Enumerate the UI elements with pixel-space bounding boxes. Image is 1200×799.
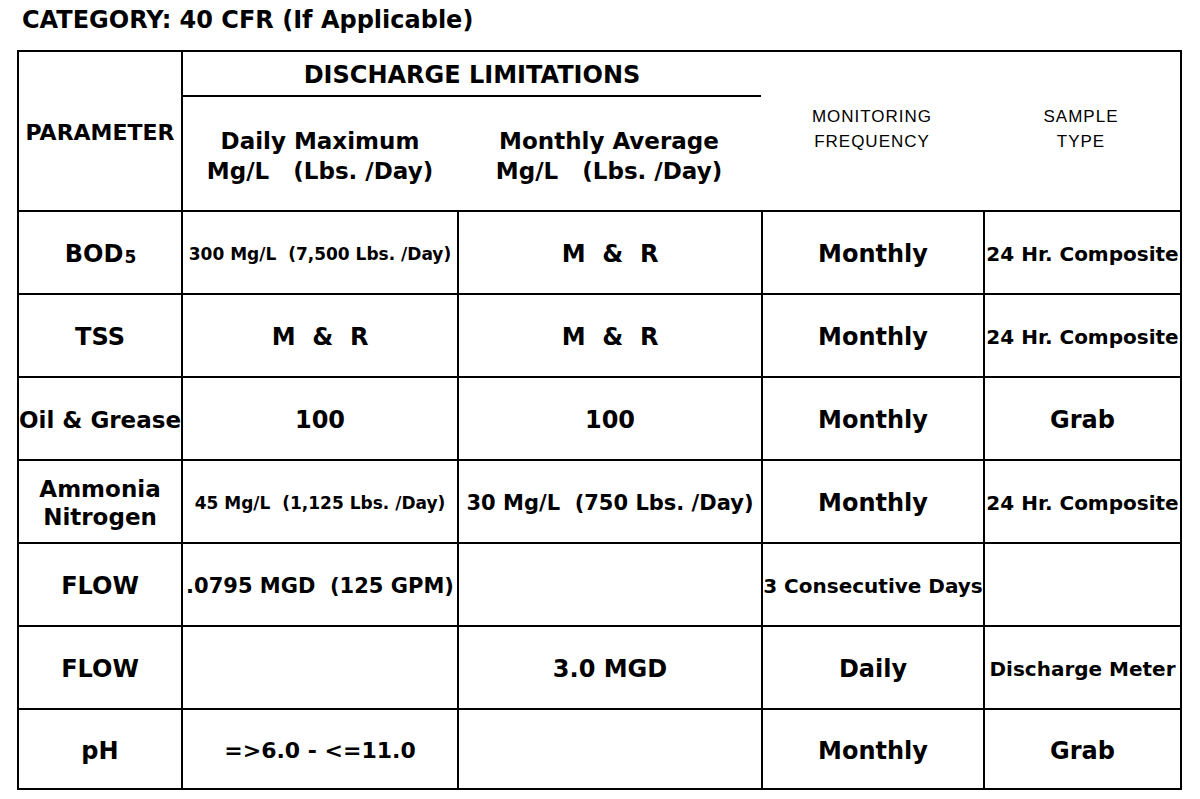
row-flow2-monitoring: Daily [763,627,985,710]
sample-line2: TYPE [983,129,1179,154]
header-daily-maximum: Daily MaximumMg/L (Lbs. /Day) [183,126,457,186]
header-right-region: DISCHARGE LIMITATIONS Daily MaximumMg/L … [183,52,1180,212]
ammonia-line2: Nitrogen [39,503,160,531]
row-flow1-daily-max: .0795 MGD (125 GPM) [183,544,459,627]
row-bod5-monthly-avg: M & R [459,212,763,295]
row-tss-parameter: TSS [19,295,183,378]
page-title: CATEGORY: 40 CFR (If Applicable) [22,5,473,35]
monthly-avg-line1: Monthly Average [457,126,761,156]
row-ph-monitoring: Monthly [763,710,985,788]
header-discharge-limitations: DISCHARGE LIMITATIONS [183,60,761,90]
row-tss-monitoring: Monthly [763,295,985,378]
discharge-underline [183,95,761,97]
row-bod5-parameter: BOD5 [19,212,183,295]
row-flow1-monitoring: 3 Consecutive Days [763,544,985,627]
row-oil-grease-daily-max: 100 [183,378,459,461]
header-sample-type: SAMPLETYPE [983,104,1179,154]
row-flow2-daily-max [183,627,459,710]
row-flow1-parameter: FLOW [19,544,183,627]
row-ph-monthly-avg [459,710,763,788]
row-tss-daily-max: M & R [183,295,459,378]
monthly-avg-line2: Mg/L (Lbs. /Day) [457,156,761,186]
bod-label: BOD [65,240,124,268]
row-flow1-sample [985,544,1180,627]
row-ph-sample: Grab [985,710,1180,788]
row-ammonia-daily-max: 45 Mg/L (1,125 Lbs. /Day) [183,461,459,544]
row-tss-monthly-avg: M & R [459,295,763,378]
row-flow2-parameter: FLOW [19,627,183,710]
monitoring-line2: FREQUENCY [761,129,983,154]
header-parameter: PARAMETER [19,52,183,212]
daily-max-line1: Daily Maximum [183,126,457,156]
bod-subscript: 5 [124,247,136,267]
row-ammonia-monitoring: Monthly [763,461,985,544]
row-ammonia-sample: 24 Hr. Composite [985,461,1180,544]
row-oil-grease-sample: Grab [985,378,1180,461]
row-flow2-monthly-avg: 3.0 MGD [459,627,763,710]
row-flow2-sample: Discharge Meter [985,627,1180,710]
row-ph-daily-max: =>6.0 - <=11.0 [183,710,459,788]
row-bod5-daily-max: 300 Mg/L (7,500 Lbs. /Day) [183,212,459,295]
row-bod5-sample: 24 Hr. Composite [985,212,1180,295]
row-oil-grease-parameter: Oil & Grease [19,378,183,461]
header-monitoring-frequency: MONITORINGFREQUENCY [761,104,983,154]
header-parameter-label: PARAMETER [26,120,175,145]
row-tss-sample: 24 Hr. Composite [985,295,1180,378]
ammonia-line1: Ammonia [39,475,160,503]
row-bod5-monitoring: Monthly [763,212,985,295]
row-flow1-monthly-avg [459,544,763,627]
row-ammonia-parameter: AmmoniaNitrogen [19,461,183,544]
row-oil-grease-monitoring: Monthly [763,378,985,461]
daily-max-line2: Mg/L (Lbs. /Day) [183,156,457,186]
row-ammonia-monthly-avg: 30 Mg/L (750 Lbs. /Day) [459,461,763,544]
sample-line1: SAMPLE [983,104,1179,129]
discharge-limits-table: PARAMETER DISCHARGE LIMITATIONS Daily Ma… [17,50,1182,790]
header-monthly-average: Monthly AverageMg/L (Lbs. /Day) [457,126,761,186]
row-oil-grease-monthly-avg: 100 [459,378,763,461]
row-ph-parameter: pH [19,710,183,788]
monitoring-line1: MONITORING [761,104,983,129]
page: CATEGORY: 40 CFR (If Applicable) PARAMET… [0,0,1200,799]
